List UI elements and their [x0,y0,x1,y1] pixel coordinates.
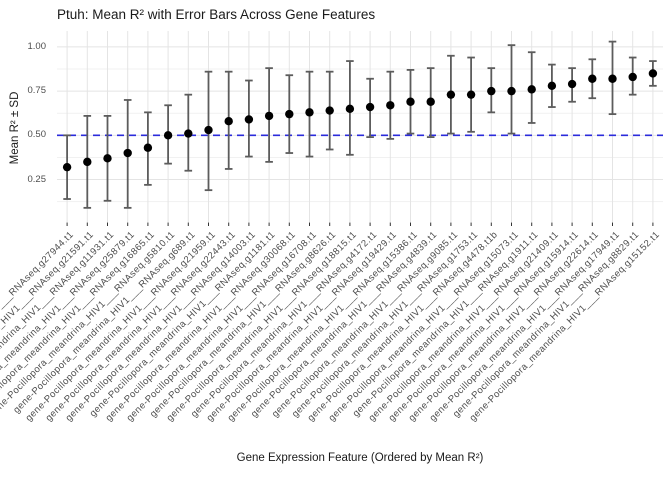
mean-point [446,90,456,99]
mean-point [123,148,132,158]
mean-point [487,86,496,96]
mean-point [244,115,254,124]
mean-point [648,69,658,78]
data-points [62,69,658,172]
mean-point [305,108,314,117]
x-tick-marks [66,222,654,226]
mean-point [204,125,213,135]
mean-point [507,86,516,96]
mean-point [224,116,233,126]
mean-point [588,74,597,83]
grid-vertical [66,31,654,222]
mean-point [527,85,536,94]
mean-point [62,162,72,172]
error-bars [63,40,657,209]
y-axis-title: Mean R² ± SD [9,91,21,165]
mean-point [426,97,435,106]
mean-point [345,104,355,114]
mean-point [143,143,153,152]
mean-point [103,154,112,163]
mean-point [163,131,173,140]
mean-point [264,111,274,121]
mean-point [386,101,395,110]
mean-point [567,79,577,89]
chart-title: Ptuh: Mean R² with Error Bars Across Gen… [57,7,376,22]
mean-point [466,90,476,99]
mean-point [365,102,375,112]
mean-point [608,74,617,83]
mean-point [83,157,92,167]
mean-point [547,81,557,91]
mean-point [406,97,415,106]
mean-point [325,106,334,115]
grid-minor [57,68,663,203]
x-axis-title: Gene Expression Feature (Ordered by Mean… [236,452,484,464]
mean-point [628,72,637,82]
mean-point [285,109,294,119]
mean-point [184,129,193,138]
